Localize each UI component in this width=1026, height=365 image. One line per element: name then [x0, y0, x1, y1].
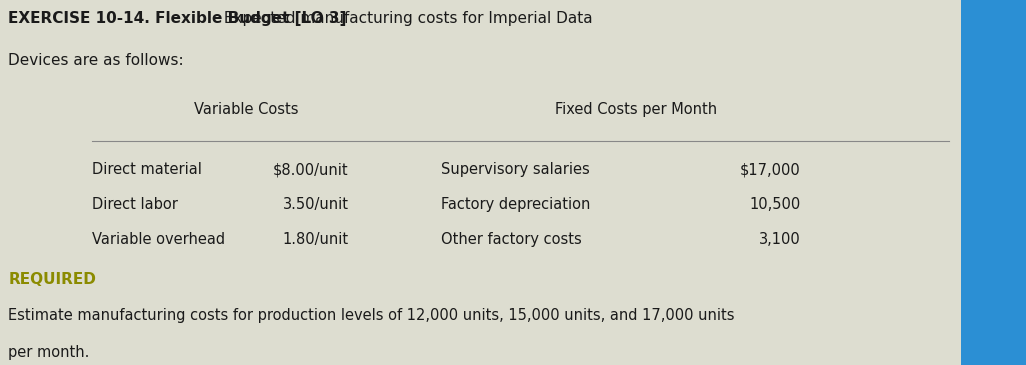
Text: per month.: per month. [8, 345, 89, 360]
Text: Factory depreciation: Factory depreciation [441, 197, 591, 212]
Text: Direct labor: Direct labor [92, 197, 179, 212]
Text: 1.80/unit: 1.80/unit [283, 232, 349, 247]
Text: Supervisory salaries: Supervisory salaries [441, 162, 590, 177]
Text: EXERCISE 10-14. Flexible Budget [LO 3]: EXERCISE 10-14. Flexible Budget [LO 3] [8, 11, 347, 26]
Text: $8.00/unit: $8.00/unit [273, 162, 349, 177]
Text: Other factory costs: Other factory costs [441, 232, 582, 247]
Text: Direct material: Direct material [92, 162, 202, 177]
Bar [961, 0, 1026, 365]
Text: $17,000: $17,000 [740, 162, 800, 177]
Text: Variable overhead: Variable overhead [92, 232, 226, 247]
Text: REQUIRED: REQUIRED [8, 272, 96, 287]
Text: Fixed Costs per Month: Fixed Costs per Month [555, 102, 717, 117]
Text: 3.50/unit: 3.50/unit [283, 197, 349, 212]
Text: Estimate manufacturing costs for production levels of 12,000 units, 15,000 units: Estimate manufacturing costs for product… [8, 308, 735, 323]
Text: Expected manufacturing costs for Imperial Data: Expected manufacturing costs for Imperia… [219, 11, 592, 26]
Text: Variable Costs: Variable Costs [194, 102, 299, 117]
Text: 10,500: 10,500 [749, 197, 800, 212]
Text: EXERCISE 10-14. Flexible Budget [LO 3]: EXERCISE 10-14. Flexible Budget [LO 3] [8, 11, 347, 26]
Text: Devices are as follows:: Devices are as follows: [8, 53, 184, 68]
Text: 3,100: 3,100 [758, 232, 800, 247]
